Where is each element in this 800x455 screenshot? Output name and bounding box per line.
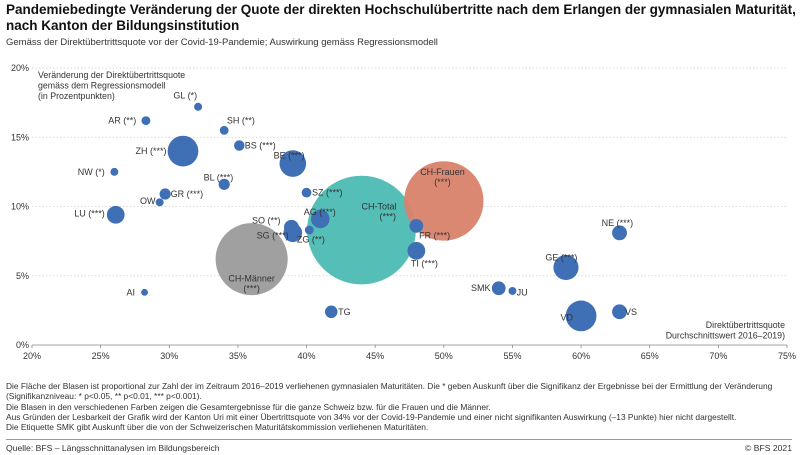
bubble-bs xyxy=(234,140,245,151)
y-tick-label: 15% xyxy=(11,132,29,142)
x-tick-label: 30% xyxy=(160,351,178,361)
point-label: AI xyxy=(126,287,135,297)
x-tick-label: 35% xyxy=(229,351,247,361)
note-line: Die Blasen in den verschiedenen Farben z… xyxy=(6,401,491,412)
x-tick-label: 60% xyxy=(572,351,590,361)
bubble-fr xyxy=(409,219,424,233)
point-label: JU xyxy=(517,287,528,297)
bubble-so xyxy=(284,219,299,235)
bubble-smk xyxy=(491,281,506,296)
y-tick-label: 5% xyxy=(16,271,29,281)
y-tick-label: 20% xyxy=(11,63,29,73)
y-tick-label: 0% xyxy=(16,340,29,350)
chart-title: Pandemiebedingte Veränderung der Quote d… xyxy=(6,2,796,33)
x-tick-label: 55% xyxy=(503,351,521,361)
point-label: TG xyxy=(338,307,351,317)
bubble-ge xyxy=(553,254,579,280)
x-tick-label: 65% xyxy=(641,351,659,361)
bubble-vs xyxy=(612,304,627,320)
point-label: CH-Total xyxy=(361,202,396,212)
x-tick-label: 50% xyxy=(435,351,453,361)
bubble-lu xyxy=(106,205,125,224)
bubble-be xyxy=(279,150,307,177)
bubble-vd xyxy=(565,300,597,332)
bubble-ow xyxy=(155,198,164,207)
x-tick-label: 20% xyxy=(23,351,41,361)
point-label: SH (**) xyxy=(227,116,255,126)
bubble-layer xyxy=(106,102,627,332)
chart-subtitle: Gemäss der Direktübertrittsquote vor der… xyxy=(6,37,438,48)
point-label: AR (**) xyxy=(108,116,136,126)
bubble-ar xyxy=(141,116,151,126)
point-label: NW (*) xyxy=(78,167,105,177)
point-label: GE (***) xyxy=(545,253,577,263)
bubble-nw xyxy=(110,167,119,176)
grid-layer xyxy=(32,67,787,346)
axis-layer: 0% 5% 10% 15% 20% 20% 25% 30% 35% 40% 45% 50% 55% 60%… xyxy=(11,63,796,361)
bubble-sz xyxy=(301,187,312,198)
point-label: AG (***) xyxy=(304,207,336,217)
point-label: OW xyxy=(140,196,156,206)
point-label: SO (**) xyxy=(252,215,281,225)
point-label: BL (***) xyxy=(204,172,234,182)
bubble-zh xyxy=(167,135,199,167)
point-label-significance: (***) xyxy=(379,212,396,222)
bubble-gl xyxy=(194,102,203,111)
bubble-ch-frauen xyxy=(404,161,484,241)
x-axis-label: Direktübertrittsquote Durchschnittswert 2… xyxy=(666,320,785,341)
point-label: SG (***) xyxy=(257,231,289,241)
point-label: BE (***) xyxy=(274,150,305,160)
point-label: CH-Männer xyxy=(228,274,275,284)
note-line: (Signifikanzniveau: * p<0.05, ** p<0.01,… xyxy=(6,391,202,402)
point-label: GR (***) xyxy=(171,189,204,199)
point-label: ZH (***) xyxy=(136,146,167,156)
point-label: FR (***) xyxy=(419,231,450,241)
bubble-chart: 0% 5% 10% 15% 20% 20% 25% 30% 35% 40% 45% 50% 55% 60%… xyxy=(11,63,796,361)
point-label: TI (***) xyxy=(411,258,438,268)
point-label: VD xyxy=(561,312,574,322)
bubble-ju xyxy=(508,287,517,295)
point-label: CH-Frauen xyxy=(420,167,465,177)
point-label: SMK xyxy=(471,283,491,293)
note-line: Die Etiquette SMK gibt Auskunft über die… xyxy=(6,422,429,433)
chart-footer: Quelle: BFS – Längsschnittanalysen im Bi… xyxy=(6,439,792,453)
x-tick-label: 40% xyxy=(298,351,316,361)
point-label: SZ (***) xyxy=(312,188,343,198)
bubble-gr xyxy=(159,188,171,200)
bubble-ch-männer xyxy=(215,223,288,296)
chart-notes: Die Fläche der Blasen ist proportional z… xyxy=(6,381,796,432)
bubble-ai xyxy=(141,288,149,296)
label-layer: GL (*) AR (**) SH (**) BS (***) ZH (***) BE (… xyxy=(74,91,637,323)
point-label: NE (***) xyxy=(602,218,634,228)
point-label: VS xyxy=(625,307,637,317)
point-label: GL (*) xyxy=(173,91,197,101)
source-note: Quelle: BFS – Längsschnittanalysen im Bi… xyxy=(6,443,220,453)
point-label: LU (***) xyxy=(74,208,105,218)
note-line: Die Fläche der Blasen ist proportional z… xyxy=(6,381,773,391)
bubble-zg xyxy=(304,225,314,235)
x-tick-label: 75% xyxy=(778,351,796,361)
bubble-tg xyxy=(324,305,338,319)
bubble-ag xyxy=(310,209,330,229)
y-axis-label: Veränderung der Direktübertrittsquote gem… xyxy=(38,70,185,101)
y-tick-label: 10% xyxy=(11,202,29,212)
x-tick-label: 70% xyxy=(709,351,727,361)
bubble-ne xyxy=(612,225,627,241)
bubble-bl xyxy=(218,178,230,190)
bubble-ch-total xyxy=(307,175,416,285)
x-tick-label: 25% xyxy=(92,351,110,361)
note-line: Aus Gründen der Lesbarkeit der Grafik wi… xyxy=(6,411,737,422)
point-label-significance: (***) xyxy=(243,284,260,294)
point-label-significance: (***) xyxy=(434,177,451,187)
copyright-note: © BFS 2021 xyxy=(745,443,792,453)
point-label: BS (***) xyxy=(245,141,276,151)
x-tick-label: 45% xyxy=(366,351,384,361)
point-label: ZG (**) xyxy=(297,235,325,245)
bubble-sh xyxy=(219,125,229,135)
bubble-ti xyxy=(407,241,426,260)
